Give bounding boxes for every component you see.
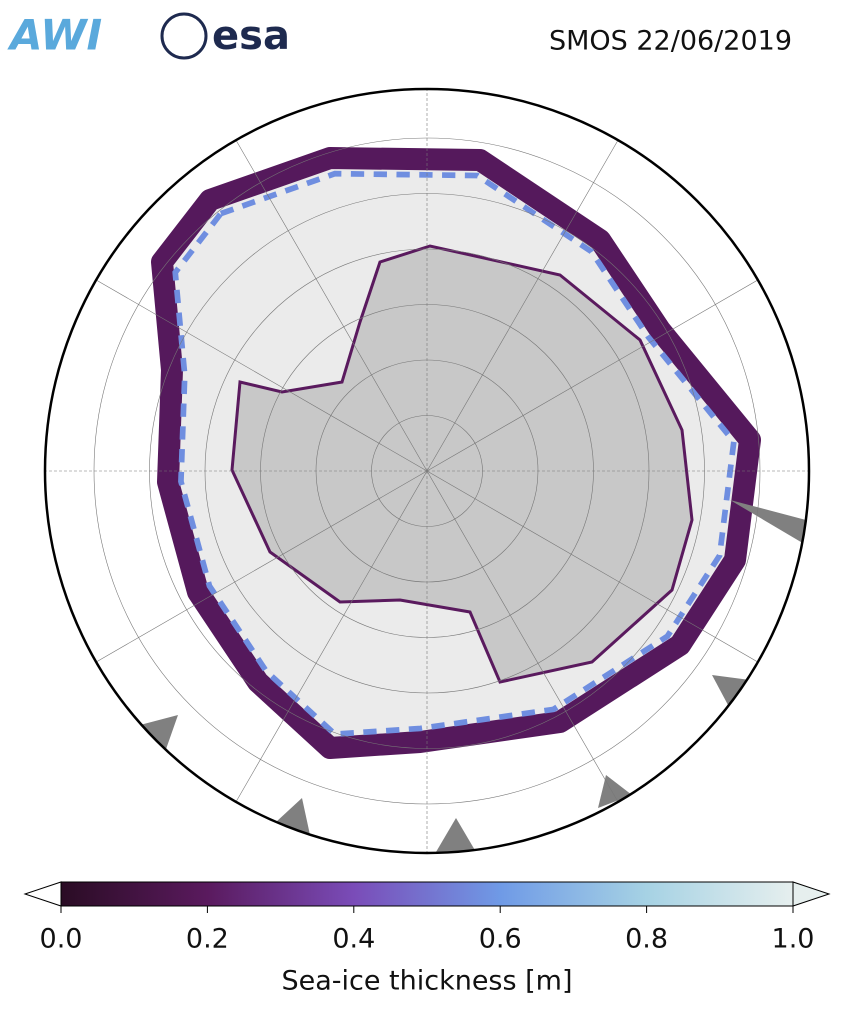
map-frame [43,87,811,855]
meridian [89,470,428,667]
graticule [45,89,809,853]
colorbar-tick-label: 1.0 [772,924,815,955]
meridian [231,133,428,472]
esa-logo-mark [160,12,208,60]
antarctica [230,244,694,684]
land [140,715,178,752]
colorbar-tick-label: 0.8 [625,924,668,955]
meridian [426,133,623,472]
colorbar-label: Sea-ice thickness [m] [281,966,572,997]
colorbar [60,881,794,907]
land [436,818,476,852]
colorbar-tick-label: 0.6 [479,924,522,955]
land [712,675,750,705]
esa-logo: esa [212,13,290,59]
meridian [231,470,428,809]
colorbar-extend-low [23,881,62,907]
meridian [426,470,623,809]
colorbar-tick-label: 0.0 [40,924,83,955]
map-title: SMOS 22/06/2019 [549,26,792,57]
awi-logo: AWI [7,11,102,60]
meridian [89,275,428,472]
land [730,500,806,545]
map [45,89,809,853]
sea-ice-edge [172,170,737,738]
land [276,798,310,835]
colorbar-extend-high [792,881,831,907]
colorbar-tick-label: 0.2 [186,924,229,955]
land [598,775,632,808]
meridian [426,470,765,667]
colorbar-tick-label: 0.4 [332,924,375,955]
meridian [426,275,765,472]
